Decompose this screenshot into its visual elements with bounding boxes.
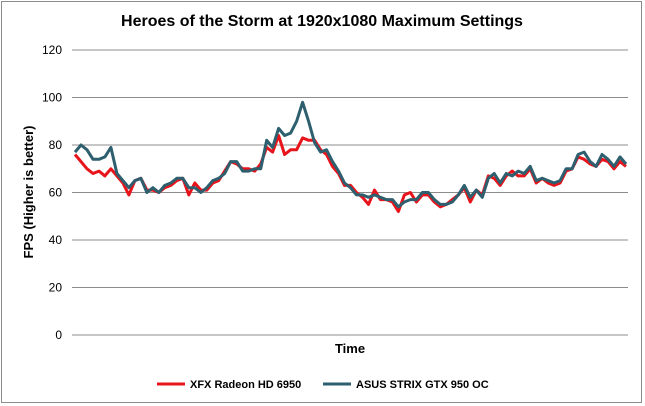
series-line-1 xyxy=(73,134,627,213)
y-tick-label: 120 xyxy=(42,43,62,57)
x-axis-title: Time xyxy=(335,341,365,356)
chart-title: Heroes of the Storm at 1920x1080 Maximum… xyxy=(121,13,523,30)
legend: XFX Radeon HD 6950 ASUS STRIX GTX 950 OC xyxy=(157,379,489,391)
y-tick-label: 40 xyxy=(49,233,63,247)
y-axis-ticks: 0 20 40 60 80 100 120 xyxy=(42,43,62,342)
y-tick-label: 20 xyxy=(49,281,63,295)
series-line-2 xyxy=(73,100,628,209)
legend-label: ASUS STRIX GTX 950 OC xyxy=(356,379,489,391)
y-tick-label: 80 xyxy=(49,138,63,152)
y-tick-label: 60 xyxy=(49,186,63,200)
y-tick-label: 100 xyxy=(42,91,62,105)
y-tick-label: 0 xyxy=(55,328,62,342)
series-layer xyxy=(73,100,628,213)
gridlines xyxy=(72,49,628,288)
y-axis-title: FPS (Higher is better) xyxy=(21,126,36,259)
legend-label: XFX Radeon HD 6950 xyxy=(190,379,301,391)
